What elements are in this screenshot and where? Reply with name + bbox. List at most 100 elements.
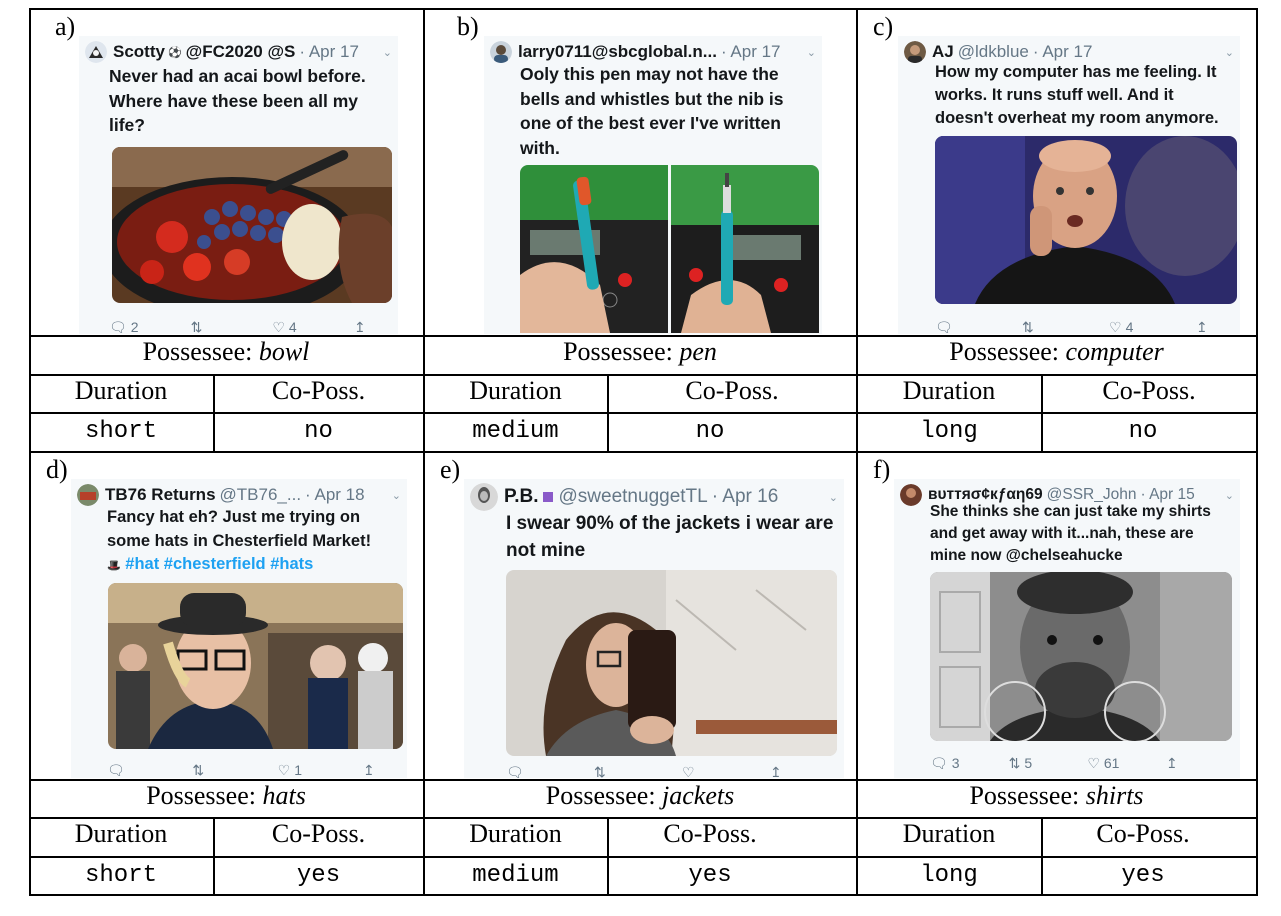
chevron-down-icon[interactable]: ⌄ bbox=[828, 491, 838, 504]
tweet-card: TB76 Returns @TB76_... · Apr 18 ⌄ Fancy … bbox=[71, 479, 407, 778]
possessee-label: Possessee: bowl bbox=[142, 337, 310, 366]
coposs-header: Co-Poss. bbox=[1102, 376, 1196, 405]
like-button[interactable]: ♡ 1 bbox=[278, 762, 318, 779]
jacket-selfie-photo bbox=[506, 570, 837, 756]
reply-button[interactable]: 🗨 bbox=[506, 764, 546, 779]
tweet-date[interactable]: · Apr 15 bbox=[1140, 486, 1195, 503]
retweet-button[interactable]: ⇅ bbox=[594, 764, 634, 779]
reply-icon: 🗨 bbox=[109, 318, 127, 335]
tweet-handle[interactable]: @ldkblue bbox=[957, 42, 1029, 61]
like-button[interactable]: ♡ bbox=[682, 764, 722, 779]
tweet-text: I swear 90% of the jackets i wear are no… bbox=[506, 513, 834, 561]
tweet-handle[interactable]: @TB76_... bbox=[219, 485, 302, 504]
badge-icon bbox=[542, 492, 553, 502]
heart-icon: ♡ bbox=[272, 318, 285, 335]
tweet-photo[interactable] bbox=[671, 165, 819, 333]
tweet-photo[interactable] bbox=[935, 136, 1237, 304]
tweet-text: She thinks she can just take my shirts a… bbox=[930, 503, 1211, 564]
chevron-down-icon[interactable]: ⌄ bbox=[1224, 489, 1234, 502]
avatar[interactable] bbox=[77, 484, 99, 506]
duration-header: Duration bbox=[74, 376, 168, 405]
coposs-header: Co-Poss. bbox=[271, 819, 366, 848]
tweet-author-name[interactable]: TB76 Returns bbox=[105, 485, 216, 504]
retweet-button[interactable]: ⇅ 5 bbox=[1009, 755, 1049, 772]
chevron-down-icon[interactable]: ⌄ bbox=[382, 46, 392, 59]
tweet-author-name[interactable]: ʙᴜᴛᴛяσ¢кƒαη69 bbox=[928, 486, 1043, 503]
tweet-hashtags[interactable]: #hat #chesterfield #hats bbox=[125, 555, 314, 573]
tweet-actions: 🗨 ⇅ ♡ 4 ↥ bbox=[935, 318, 1210, 335]
share-button[interactable]: ↥ bbox=[1196, 319, 1210, 335]
reply-button[interactable]: 🗨 bbox=[107, 762, 147, 779]
tweet-handle[interactable]: @FC2020 @S bbox=[185, 42, 296, 61]
tweet-body: Fancy hat eh? Just me trying on some hat… bbox=[107, 508, 372, 550]
avatar[interactable] bbox=[904, 41, 926, 63]
duration-header: Duration bbox=[469, 819, 562, 848]
tweet-photo[interactable] bbox=[930, 572, 1232, 741]
chevron-down-icon[interactable]: ⌄ bbox=[806, 46, 816, 59]
duration-header: Duration bbox=[74, 819, 168, 848]
tweet-date[interactable]: · Apr 17 bbox=[299, 42, 359, 61]
like-count: 61 bbox=[1103, 755, 1120, 771]
retweet-icon: ⇅ bbox=[594, 763, 606, 779]
tweet-date[interactable]: · Apr 17 bbox=[720, 42, 781, 61]
tweet-header: Scotty ⚽ @FC2020 @S · Apr 17 ⌄ bbox=[85, 40, 392, 64]
duration-value: medium bbox=[472, 418, 559, 445]
avatar[interactable] bbox=[900, 484, 922, 506]
like-button[interactable]: ♡ 61 bbox=[1087, 755, 1127, 772]
tweet-photo[interactable] bbox=[108, 583, 403, 749]
tweet-photo[interactable] bbox=[520, 165, 668, 333]
tweet-author-name[interactable]: AJ bbox=[932, 42, 954, 61]
tweet-header: AJ @ldkblue · Apr 17 ⌄ bbox=[904, 40, 1234, 64]
possessee-label: Possessee: shirts bbox=[969, 781, 1144, 810]
retweet-button[interactable]: ⇅ bbox=[191, 319, 231, 335]
share-button[interactable]: ↥ bbox=[363, 762, 377, 779]
share-button[interactable]: ↥ bbox=[354, 319, 368, 335]
panel-letter: b) bbox=[457, 12, 479, 41]
retweet-button[interactable]: ⇅ bbox=[192, 762, 232, 779]
coposs-value: yes bbox=[688, 862, 732, 889]
retweet-button[interactable]: ⇅ bbox=[1022, 319, 1062, 335]
top-hat-icon: 🎩 bbox=[107, 560, 121, 572]
heart-icon: ♡ bbox=[1109, 318, 1122, 335]
like-count: 4 bbox=[288, 319, 297, 334]
like-button[interactable]: ♡ 4 bbox=[1109, 319, 1149, 335]
chevron-down-icon[interactable]: ⌄ bbox=[391, 489, 401, 502]
tweet-author-name[interactable]: larry0711@sbcglobal.n... bbox=[518, 42, 717, 61]
tweet-date[interactable]: · Apr 16 bbox=[711, 486, 779, 507]
tweet-photo[interactable] bbox=[506, 570, 837, 756]
coposs-header: Co-Poss. bbox=[271, 376, 366, 405]
reply-button[interactable]: 🗨 3 bbox=[930, 755, 970, 772]
avatar[interactable] bbox=[85, 41, 107, 63]
reply-button[interactable]: 🗨 bbox=[935, 319, 975, 335]
grid-row-sep bbox=[29, 412, 1257, 414]
chevron-down-icon[interactable]: ⌄ bbox=[1224, 46, 1234, 59]
possessee-value: pen bbox=[679, 337, 717, 366]
tweet-author-name[interactable]: Scotty bbox=[113, 42, 165, 61]
tweet-author-name[interactable]: P.B. bbox=[504, 486, 539, 507]
possessee-label: Possessee: jackets bbox=[545, 781, 735, 810]
share-button[interactable]: ↥ bbox=[1166, 755, 1180, 772]
grid-row-sep bbox=[29, 335, 1257, 337]
panel-letter: c) bbox=[873, 12, 894, 41]
like-count: 4 bbox=[1125, 319, 1134, 334]
hat-photo bbox=[108, 583, 403, 749]
possessee-label: Possessee: pen bbox=[563, 337, 717, 366]
heart-icon: ♡ bbox=[682, 763, 695, 779]
reply-icon: 🗨 bbox=[935, 318, 953, 335]
avatar[interactable] bbox=[490, 41, 512, 63]
tweet-date[interactable]: · Apr 17 bbox=[1032, 42, 1093, 61]
share-button[interactable]: ↥ bbox=[770, 764, 784, 779]
tweet-header: P.B. @sweetnuggetTL · Apr 16 ⌄ bbox=[470, 482, 838, 512]
grid-row-sep bbox=[29, 779, 1257, 781]
like-button[interactable]: ♡ 4 bbox=[272, 319, 312, 335]
tweet-handle[interactable]: @sweetnuggetTL bbox=[558, 486, 708, 507]
avatar[interactable] bbox=[470, 483, 498, 511]
duration-value: long bbox=[920, 862, 978, 889]
tweet-photo[interactable] bbox=[112, 147, 392, 303]
tweet-handle[interactable]: @SSR_John bbox=[1046, 486, 1137, 503]
grid-subcol-sep bbox=[607, 817, 609, 895]
share-icon: ↥ bbox=[353, 318, 366, 335]
reply-button[interactable]: 🗨 2 bbox=[109, 319, 149, 335]
possessee-label: Possessee: hats bbox=[146, 781, 306, 810]
tweet-date[interactable]: · Apr 18 bbox=[305, 485, 365, 504]
